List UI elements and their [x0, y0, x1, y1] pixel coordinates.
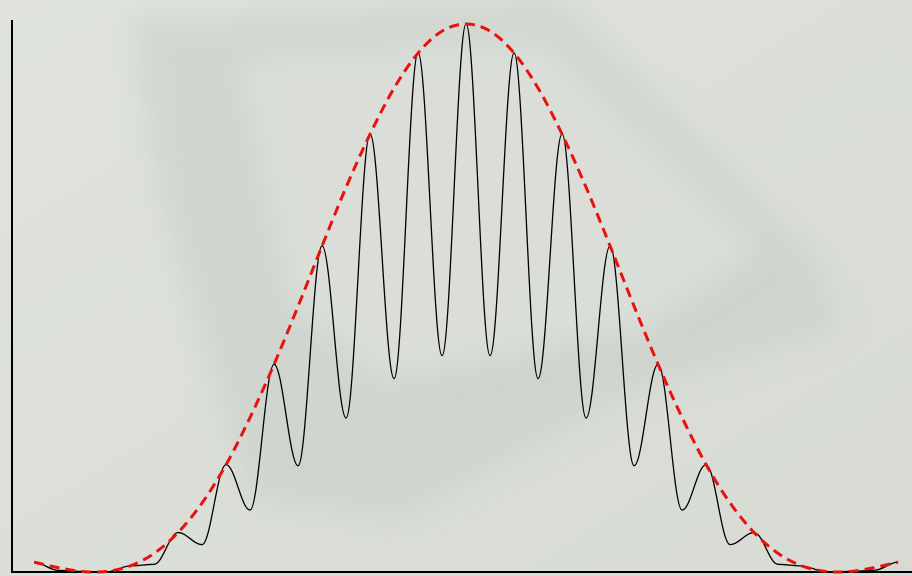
- chart: [0, 0, 912, 576]
- page: (() => { const data = JSON.parse(documen…: [0, 0, 912, 576]
